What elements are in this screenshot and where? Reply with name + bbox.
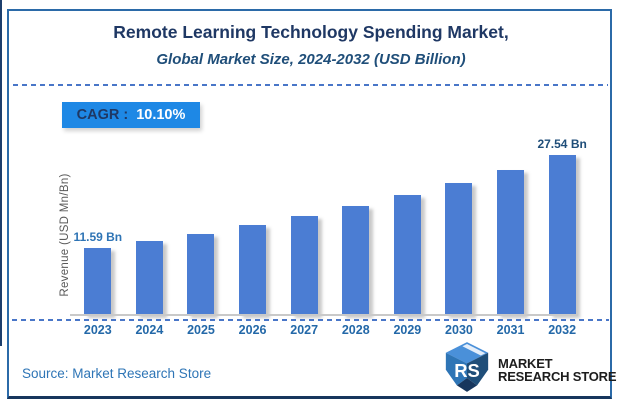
bar-column-2031 [485, 130, 537, 315]
bar-2029 [393, 195, 421, 315]
mrs-cube-logo-icon: RS [444, 341, 490, 398]
x-tick-2027: 2027 [290, 323, 319, 337]
x-tick-2023: 2023 [83, 323, 112, 337]
bar-2030 [445, 183, 473, 315]
bar-column-2024 [124, 130, 176, 315]
logo-line2: RESEARCH STORE [498, 368, 617, 384]
x-tick-2026: 2026 [238, 323, 267, 337]
bar-2026 [239, 225, 267, 315]
bar-2024 [135, 241, 163, 315]
source-note: Source: Market Research Store [22, 366, 212, 381]
bar-2027 [290, 216, 318, 315]
x-tick-row: 2023 2024 2025 2026 2027 2028 2029 2030 2031 2032 [72, 323, 588, 337]
bar-2031 [497, 170, 525, 315]
bar-2028 [342, 206, 370, 315]
bar-2025 [187, 234, 215, 315]
cagr-badge-value: 10.10% [136, 107, 186, 123]
x-tick-2031: 2031 [496, 323, 525, 337]
x-tick-2029: 2029 [393, 323, 422, 337]
header-dashed-divider [13, 84, 608, 86]
bar-2023 [84, 248, 112, 315]
bar-column-2028 [330, 130, 382, 315]
chart-title: Remote Learning Technology Spending Mark… [113, 22, 509, 42]
bar-column-2032: 27.54 Bn [536, 130, 588, 315]
chart-subtitle: Global Market Size, 2024-2032 (USD Billi… [156, 51, 466, 68]
bar-value-label-2032: 27.54 Bn [537, 137, 587, 151]
cagr-badge-label: CAGR : [76, 107, 129, 123]
svg-text:RS: RS [454, 360, 480, 381]
x-tick-2032: 2032 [548, 323, 577, 337]
page-edge-line [0, 0, 2, 346]
bar-column-2029 [382, 130, 434, 315]
bar-column-2023: 11.59 Bn [72, 130, 124, 315]
x-tick-2030: 2030 [445, 323, 473, 337]
baseline-dashed-divider [12, 319, 609, 321]
cagr-badge: CAGR : 10.10% [62, 102, 200, 128]
bar-value-label-2023: 11.59 Bn [73, 230, 123, 244]
x-tick-2025: 2025 [187, 323, 215, 337]
x-tick-2028: 2028 [341, 323, 370, 337]
y-axis-label: Revenue (USD Mn/Bn) [59, 173, 71, 297]
bar-column-2025 [175, 130, 227, 315]
market-research-store-logo: RS MARKET RESEARCH STORE [444, 341, 617, 398]
bar-columns: 11.59 Bn 27.54 Bn [72, 130, 588, 315]
bar-column-2030 [433, 130, 485, 315]
bar-column-2027 [278, 130, 330, 315]
x-tick-2024: 2024 [135, 323, 164, 337]
logo-wordmark: MARKET RESEARCH STORE [498, 355, 617, 384]
x-axis-baseline [70, 314, 578, 316]
bar-2032 [548, 155, 576, 315]
logo-line1: MARKET [498, 355, 553, 371]
bar-column-2026 [227, 130, 279, 315]
